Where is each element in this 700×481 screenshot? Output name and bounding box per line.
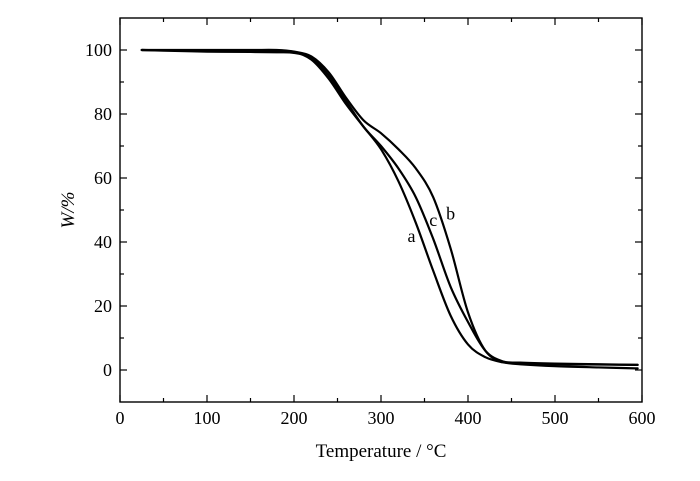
plot-frame: [119, 17, 643, 403]
x-axis: 0 100 200 300 400 500 600: [116, 18, 656, 428]
x-axis-title: Temperature / °C: [316, 441, 447, 462]
annotation-group: ac b: [407, 204, 455, 246]
y-tick-label: 20: [94, 296, 112, 316]
x-tick-label: 400: [455, 408, 482, 428]
curve-label-a: a: [407, 226, 415, 246]
x-tick-label: 500: [542, 408, 569, 428]
y-tick-label: 40: [94, 232, 112, 252]
x-tick-label: 300: [368, 408, 395, 428]
y-tick-label: 80: [94, 104, 112, 124]
y-tick-label: 60: [94, 168, 112, 188]
curve-label-b: b: [446, 204, 455, 224]
x-tick-label: 200: [281, 408, 308, 428]
series-line-b: [140, 48, 639, 366]
y-axis: 0 20 40 60 80 100: [85, 40, 642, 380]
curve-label-c: c: [429, 210, 437, 230]
series-line-a: [140, 48, 639, 370]
x-tick-label: 0: [116, 408, 125, 428]
series-line-c: [140, 48, 639, 366]
x-tick-label: 600: [629, 408, 656, 428]
y-tick-label: 100: [85, 40, 112, 60]
y-axis-title: W/%: [58, 192, 79, 229]
y-tick-label: 0: [103, 360, 112, 380]
x-tick-label: 100: [194, 408, 221, 428]
series-group: [140, 48, 639, 370]
